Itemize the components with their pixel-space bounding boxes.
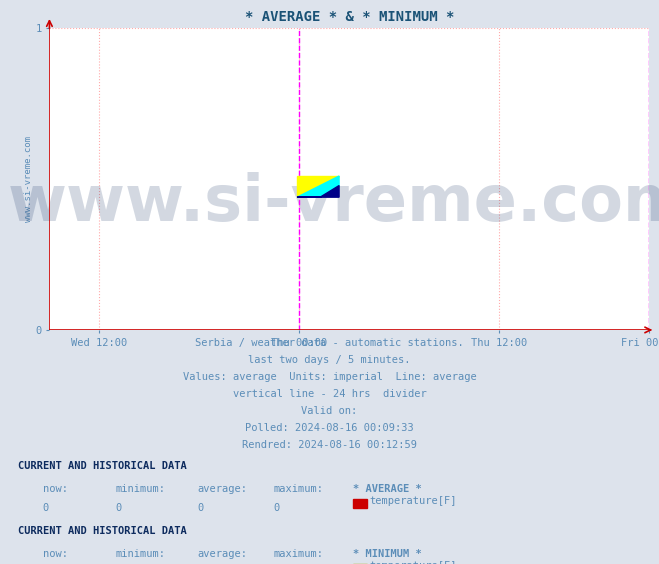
Text: CURRENT AND HISTORICAL DATA: CURRENT AND HISTORICAL DATA: [18, 526, 187, 536]
Text: 0: 0: [115, 503, 121, 513]
Text: * MINIMUM *: * MINIMUM *: [353, 549, 421, 559]
Text: Values: average  Units: imperial  Line: average: Values: average Units: imperial Line: av…: [183, 372, 476, 382]
Text: Serbia / weather data - automatic stations.: Serbia / weather data - automatic statio…: [195, 338, 464, 349]
Text: 0: 0: [198, 503, 204, 513]
Text: * AVERAGE *: * AVERAGE *: [353, 484, 421, 494]
Text: last two days / 5 minutes.: last two days / 5 minutes.: [248, 355, 411, 365]
Polygon shape: [297, 176, 339, 197]
Text: Polled: 2024-08-16 00:09:33: Polled: 2024-08-16 00:09:33: [245, 423, 414, 433]
Text: temperature[F]: temperature[F]: [370, 496, 457, 506]
Text: 0: 0: [273, 503, 279, 513]
Text: maximum:: maximum:: [273, 484, 324, 494]
Text: www.si-vreme.com: www.si-vreme.com: [8, 172, 659, 234]
Y-axis label: www.si-vreme.com: www.si-vreme.com: [24, 136, 33, 222]
Text: maximum:: maximum:: [273, 549, 324, 559]
Text: average:: average:: [198, 549, 248, 559]
Polygon shape: [297, 176, 339, 197]
Text: Rendred: 2024-08-16 00:12:59: Rendred: 2024-08-16 00:12:59: [242, 440, 417, 450]
Text: vertical line - 24 hrs  divider: vertical line - 24 hrs divider: [233, 389, 426, 399]
Text: Valid on:: Valid on:: [301, 406, 358, 416]
Text: CURRENT AND HISTORICAL DATA: CURRENT AND HISTORICAL DATA: [18, 461, 187, 472]
Text: average:: average:: [198, 484, 248, 494]
Text: now:: now:: [43, 549, 68, 559]
Text: minimum:: minimum:: [115, 484, 165, 494]
Text: minimum:: minimum:: [115, 549, 165, 559]
Text: 0: 0: [43, 503, 49, 513]
Polygon shape: [297, 186, 339, 197]
Text: temperature[F]: temperature[F]: [370, 561, 457, 564]
Title: * AVERAGE * & * MINIMUM *: * AVERAGE * & * MINIMUM *: [244, 10, 454, 24]
Text: now:: now:: [43, 484, 68, 494]
